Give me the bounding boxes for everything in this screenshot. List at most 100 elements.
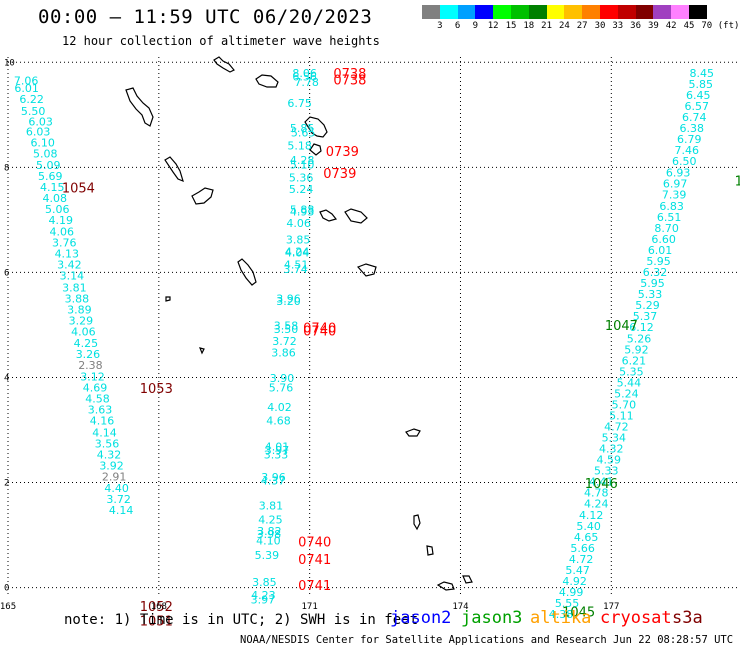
wave-height-value: 5.40 bbox=[576, 520, 601, 533]
pass-time-label: 0738 bbox=[333, 67, 366, 82]
wave-height-value: 6.38 bbox=[680, 122, 705, 135]
footer-note: note: 1) Time is in UTC; 2) SWH is in fe… bbox=[64, 612, 419, 628]
wave-height-value: 3.97 bbox=[265, 444, 290, 457]
island bbox=[344, 208, 368, 224]
wave-height-value: 3.97 bbox=[251, 593, 276, 606]
wave-height-value: 7.06 bbox=[14, 74, 39, 87]
wave-height-value: 5.18 bbox=[287, 139, 312, 152]
wave-height-value: 3.42 bbox=[57, 259, 82, 272]
wave-height-value: 6.56 bbox=[292, 71, 317, 84]
wave-height-value: 3.85 bbox=[252, 576, 277, 589]
pass-time-label: 1053 bbox=[140, 382, 173, 397]
wave-height-value: 3.72 bbox=[272, 335, 297, 348]
wave-height-value: 4.37 bbox=[261, 475, 286, 488]
wave-height-value: 3.92 bbox=[99, 459, 124, 472]
time-labels: 0738073807390739105407400740105307400741… bbox=[62, 67, 740, 629]
y-tick-label: 6 bbox=[4, 268, 9, 278]
wave-height-value: 3.56 bbox=[95, 437, 120, 450]
pass-time-label: 1047 bbox=[605, 319, 638, 334]
wave-height-value: 4.14 bbox=[92, 426, 117, 439]
wave-height-value: 4.72 bbox=[569, 553, 594, 566]
wave-height-value: 3.58 bbox=[274, 320, 299, 333]
y-tick-label: 8 bbox=[4, 163, 9, 173]
scale-swatch bbox=[599, 5, 618, 19]
wave-height-value: 5.76 bbox=[269, 382, 294, 395]
scale-swatch bbox=[617, 5, 636, 19]
wave-height-value: 4.24 bbox=[584, 498, 609, 511]
scale-label: 70 bbox=[701, 21, 713, 31]
wave-height-value: 5.24 bbox=[614, 387, 639, 400]
wave-height-value: 3.12 bbox=[80, 371, 105, 384]
wave-height-value: 5.29 bbox=[635, 299, 660, 312]
scale-swatch bbox=[564, 5, 583, 19]
scale-label: 21 bbox=[541, 21, 553, 31]
scale-swatch bbox=[439, 5, 458, 19]
wave-height-value: 3.82 bbox=[257, 525, 282, 538]
pass-time-label: 1052 bbox=[140, 600, 173, 615]
wave-height-value: 5.85 bbox=[689, 78, 714, 91]
wave-height-value: 6.03 bbox=[28, 115, 53, 128]
wave-height-value: 4.10 bbox=[256, 535, 281, 548]
wave-height-value: 4.51 bbox=[284, 259, 309, 272]
island bbox=[237, 258, 257, 286]
wave-height-value: 3.81 bbox=[62, 281, 87, 294]
wave-height-value: 4.13 bbox=[55, 248, 80, 261]
wave-height-value: 4.78 bbox=[584, 487, 609, 500]
wave-height-value: 4.92 bbox=[562, 575, 587, 588]
scale-swatch bbox=[422, 5, 440, 19]
satellite-jason2: jason2 bbox=[390, 608, 452, 628]
pass-time-label: 0739 bbox=[323, 167, 356, 182]
wave-height-value: 4.58 bbox=[85, 393, 110, 406]
scale-swatch bbox=[688, 5, 707, 19]
satellite-cryosat: cryosat bbox=[600, 608, 672, 628]
wave-height-value: 4.68 bbox=[266, 415, 291, 428]
scale-swatch bbox=[671, 5, 689, 19]
wave-height-value: 3.63 bbox=[88, 404, 113, 417]
scale-swatch bbox=[546, 5, 565, 19]
axis-labels: 165 168 171 174 177 0 2 4 6 8 10 bbox=[0, 58, 619, 612]
wave-height-value: 4.04 bbox=[285, 247, 310, 260]
wave-height-value: 4.02 bbox=[267, 401, 292, 414]
wave-height-value: 4.93 bbox=[290, 206, 315, 219]
island bbox=[255, 74, 279, 88]
map-grid bbox=[7, 57, 737, 596]
wave-height-value: 4.28 bbox=[290, 154, 315, 167]
wave-height-value: 8.45 bbox=[690, 67, 715, 80]
island bbox=[462, 575, 473, 584]
map-subtitle: 12 hour collection of altimeter wave hei… bbox=[62, 34, 380, 48]
x-tick-label: 168 bbox=[151, 602, 167, 612]
wave-height-value: 6.93 bbox=[666, 166, 691, 179]
wave-height-value: 3.89 bbox=[67, 303, 92, 316]
wave-height-value: 6.75 bbox=[287, 97, 312, 110]
wave-height-value: 6.60 bbox=[651, 233, 676, 246]
scale-label: 3 bbox=[437, 21, 443, 31]
wave-height-value: 4.99 bbox=[559, 586, 584, 599]
wave-height-value: 5.69 bbox=[38, 170, 63, 183]
scale-swatch bbox=[635, 5, 654, 19]
y-tick-label: 0 bbox=[4, 584, 9, 594]
wave-height-value: 5.33 bbox=[594, 465, 619, 478]
wave-height-value: 3.88 bbox=[65, 292, 90, 305]
wave-height-value: 3.96 bbox=[276, 292, 301, 305]
wave-height-value: 3.81 bbox=[259, 499, 284, 512]
island bbox=[304, 116, 328, 138]
wave-height-value: 6.01 bbox=[14, 82, 39, 95]
wave-height-value: 8.70 bbox=[654, 222, 679, 235]
wave-height-value: 6.45 bbox=[686, 89, 711, 102]
wave-height-value: 4.72 bbox=[604, 421, 629, 434]
wave-height-value: 5.44 bbox=[617, 376, 642, 389]
pass-time-label: 0738 bbox=[333, 73, 366, 88]
wave-height-value: 7.46 bbox=[674, 144, 699, 157]
wave-height-value: 6.83 bbox=[659, 200, 684, 213]
wave-height-value: 4.08 bbox=[43, 192, 68, 205]
scale-swatch bbox=[475, 5, 494, 19]
wave-height-value: 5.10 bbox=[290, 158, 315, 171]
wave-height-value: 6.74 bbox=[682, 111, 707, 124]
pass-time-label: 0739 bbox=[326, 145, 359, 160]
wave-height-value: 3.74 bbox=[283, 263, 308, 276]
wave-height-value: 4.32 bbox=[97, 448, 122, 461]
scale-label: 45 bbox=[683, 21, 695, 31]
wave-height-value: 4.19 bbox=[49, 214, 74, 227]
wave-height-value: 4.14 bbox=[109, 504, 134, 517]
satellite-s3a: s3a bbox=[672, 608, 703, 628]
